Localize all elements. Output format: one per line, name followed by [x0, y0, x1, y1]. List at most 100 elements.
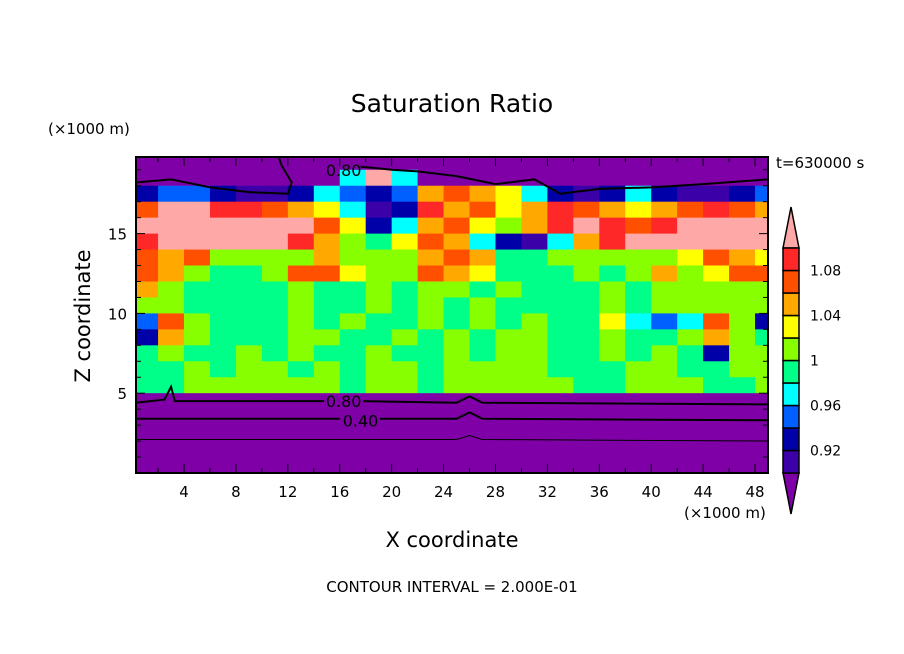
- heatmap-cell: [729, 457, 756, 473]
- heatmap-cell: [313, 233, 341, 251]
- heatmap-cell: [443, 377, 471, 394]
- heatmap-cell: [495, 409, 522, 426]
- heatmap-cell: [469, 185, 496, 203]
- heatmap-cell: [391, 169, 419, 187]
- heatmap-cell: [729, 409, 756, 426]
- heatmap-cell: [158, 329, 185, 346]
- heatmap-cell: [651, 409, 678, 426]
- heatmap-cell: [184, 425, 211, 442]
- heatmap-cell: [625, 233, 652, 251]
- heatmap-cell: [261, 169, 289, 187]
- heatmap-cell: [417, 249, 445, 267]
- heatmap-cell: [443, 409, 471, 426]
- heatmap-cell: [521, 281, 548, 298]
- heatmap-cell: [209, 329, 237, 346]
- heatmap-cell: [677, 393, 704, 410]
- heatmap-cell: [703, 201, 730, 219]
- heatmap-cell: [521, 329, 548, 346]
- heatmap-cell: [677, 441, 704, 458]
- heatmap-cell: [469, 233, 496, 251]
- heatmap-cell: [703, 425, 730, 442]
- heatmap-cell: [547, 201, 574, 219]
- heatmap-cell: [158, 313, 185, 330]
- heatmap-cell: [755, 249, 768, 267]
- contour-label: 0.80: [326, 392, 362, 411]
- heatmap-cell: [443, 361, 471, 378]
- heatmap-cell: [365, 425, 393, 442]
- heatmap-cell: [625, 217, 652, 235]
- heatmap-cell: [287, 345, 315, 362]
- heatmap-cell: [339, 233, 367, 251]
- heatmap-cell: [521, 201, 548, 219]
- heatmap-cell: [365, 377, 393, 394]
- heatmap-cell: [677, 377, 704, 394]
- heatmap-cell: [573, 441, 600, 458]
- heatmap-cell: [287, 157, 315, 171]
- heatmap-cell: [547, 409, 574, 426]
- heatmap-cell: [287, 313, 315, 330]
- heatmap-cell: [313, 281, 341, 298]
- heatmap-cell: [495, 201, 522, 219]
- heatmap-cell: [547, 157, 574, 171]
- heatmap-cell: [184, 281, 211, 298]
- heatmap-cell: [651, 201, 678, 219]
- heatmap-cell: [209, 425, 237, 442]
- heatmap-cell: [287, 441, 315, 458]
- heatmap-cell: [365, 249, 393, 267]
- heatmap-cell: [443, 345, 471, 362]
- heatmap-cell: [547, 265, 574, 282]
- heatmap-cell: [521, 265, 548, 282]
- contour-line: [136, 434, 768, 442]
- heatmap-cell: [261, 409, 289, 426]
- heatmap-cell: [184, 441, 211, 458]
- heatmap-cell: [287, 297, 315, 314]
- heatmap-cell: [599, 393, 626, 410]
- heatmap-cell: [729, 393, 756, 410]
- heatmap-cell: [365, 217, 393, 235]
- heatmap-cell: [469, 157, 496, 171]
- heatmap-cell: [365, 281, 393, 298]
- heatmap-cell: [339, 425, 367, 442]
- colorbar-swatch: [782, 314, 800, 339]
- heatmap-cell: [625, 313, 652, 330]
- heatmap-cell: [625, 329, 652, 346]
- heatmap-cell: [573, 281, 600, 298]
- heatmap-cell: [209, 249, 237, 267]
- heatmap-cell: [469, 345, 496, 362]
- heatmap-cell: [469, 441, 496, 458]
- heatmap-cell: [625, 297, 652, 314]
- heatmap-cell: [755, 233, 768, 251]
- heatmap-cell: [443, 265, 471, 282]
- heatmap-cell: [313, 185, 341, 203]
- heatmap-cell: [365, 409, 393, 426]
- heatmap-cell: [391, 297, 419, 314]
- heatmap-cell: [235, 217, 263, 235]
- heatmap-cell: [599, 377, 626, 394]
- heatmap-cell: [339, 281, 367, 298]
- heatmap-cell: [365, 441, 393, 458]
- heatmap-cell: [703, 345, 730, 362]
- heatmap-cell: [313, 169, 341, 187]
- heatmap-cell: [417, 457, 445, 473]
- heatmap-cell: [287, 217, 315, 235]
- heatmap-cell: [235, 441, 263, 458]
- heatmap-cell: [469, 265, 496, 282]
- heatmap-cell: [755, 329, 768, 346]
- heatmap-cell: [729, 281, 756, 298]
- heatmap-cell: [469, 393, 496, 410]
- heatmap-cell: [209, 313, 237, 330]
- heatmap-cell: [136, 233, 159, 251]
- heatmap-cell: [136, 217, 159, 235]
- heatmap-cell: [158, 157, 185, 171]
- heatmap-cell: [158, 169, 185, 187]
- heatmap-cell: [287, 169, 315, 187]
- heatmap-cell: [209, 169, 237, 187]
- heatmap-cell: [339, 185, 367, 203]
- colorbar-label: 1: [810, 354, 819, 370]
- heatmap-cell: [339, 157, 367, 171]
- heatmap-cell: [313, 157, 341, 171]
- heatmap-cell: [495, 297, 522, 314]
- heatmap-cell: [469, 457, 496, 473]
- heatmap-cell: [443, 201, 471, 219]
- heatmap-cell: [158, 297, 185, 314]
